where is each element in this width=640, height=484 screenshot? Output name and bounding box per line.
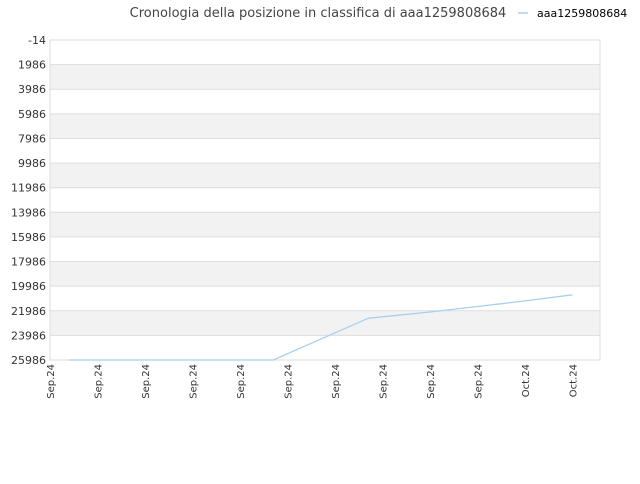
x-tick-label: Oct.24 <box>521 364 532 397</box>
x-tick-label: Sep.24 <box>284 364 295 399</box>
x-tick-label: Sep.24 <box>331 364 342 399</box>
plot-border <box>49 39 601 361</box>
y-tick-label: -14 <box>28 34 46 47</box>
x-axis-tick-labels: Sep.24 Sep.24 Sep.24 Sep.24 Sep.24 Sep.24 Sep.… <box>46 364 580 399</box>
series-line <box>69 294 573 361</box>
y-tick-label: 3986 <box>18 83 46 96</box>
x-tick-label: Sep.24 <box>189 364 200 399</box>
y-tick-label: 5986 <box>18 108 46 121</box>
y-tick-label: 21986 <box>11 305 46 318</box>
grid-band <box>50 212 600 237</box>
chart-title: Cronologia della posizione in classifica… <box>130 6 507 21</box>
grid-band <box>50 113 600 139</box>
y-tick-label: 11986 <box>11 182 46 195</box>
x-tick-label: Oct.24 <box>569 364 580 397</box>
x-tick-label: Sep.24 <box>141 364 152 399</box>
grid-band <box>50 163 600 188</box>
x-tick-label: Sep.24 <box>236 364 247 399</box>
legend-label: aaa1259808684 <box>537 7 627 20</box>
x-tick-label: Sep.24 <box>46 364 57 399</box>
series-layer <box>69 294 573 361</box>
y-tick-label: 25986 <box>11 354 46 367</box>
x-tick-label: Sep.24 <box>379 364 390 399</box>
y-tick-label: 9986 <box>18 157 46 170</box>
y-tick-label: 17986 <box>11 256 46 269</box>
x-tick-label: Sep.24 <box>94 364 105 399</box>
y-tick-label: 23986 <box>11 329 46 342</box>
x-tick-label: Sep.24 <box>474 364 485 399</box>
grid-band <box>50 310 600 336</box>
y-tick-label: 15986 <box>11 231 46 244</box>
grid-bands <box>50 64 600 336</box>
grid-band <box>50 64 600 90</box>
y-axis-tick-labels: -14 1986 3986 5986 7986 9986 11986 13986 15986 17… <box>11 34 46 367</box>
y-tick-label: 1986 <box>18 59 46 72</box>
x-tick-label: Sep.24 <box>426 364 437 399</box>
y-tick-label: 7986 <box>18 132 46 145</box>
y-tick-label: 19986 <box>11 280 46 293</box>
y-tick-label: 13986 <box>11 206 46 219</box>
legend: aaa1259808684 <box>518 7 627 20</box>
grid-band <box>50 261 600 287</box>
